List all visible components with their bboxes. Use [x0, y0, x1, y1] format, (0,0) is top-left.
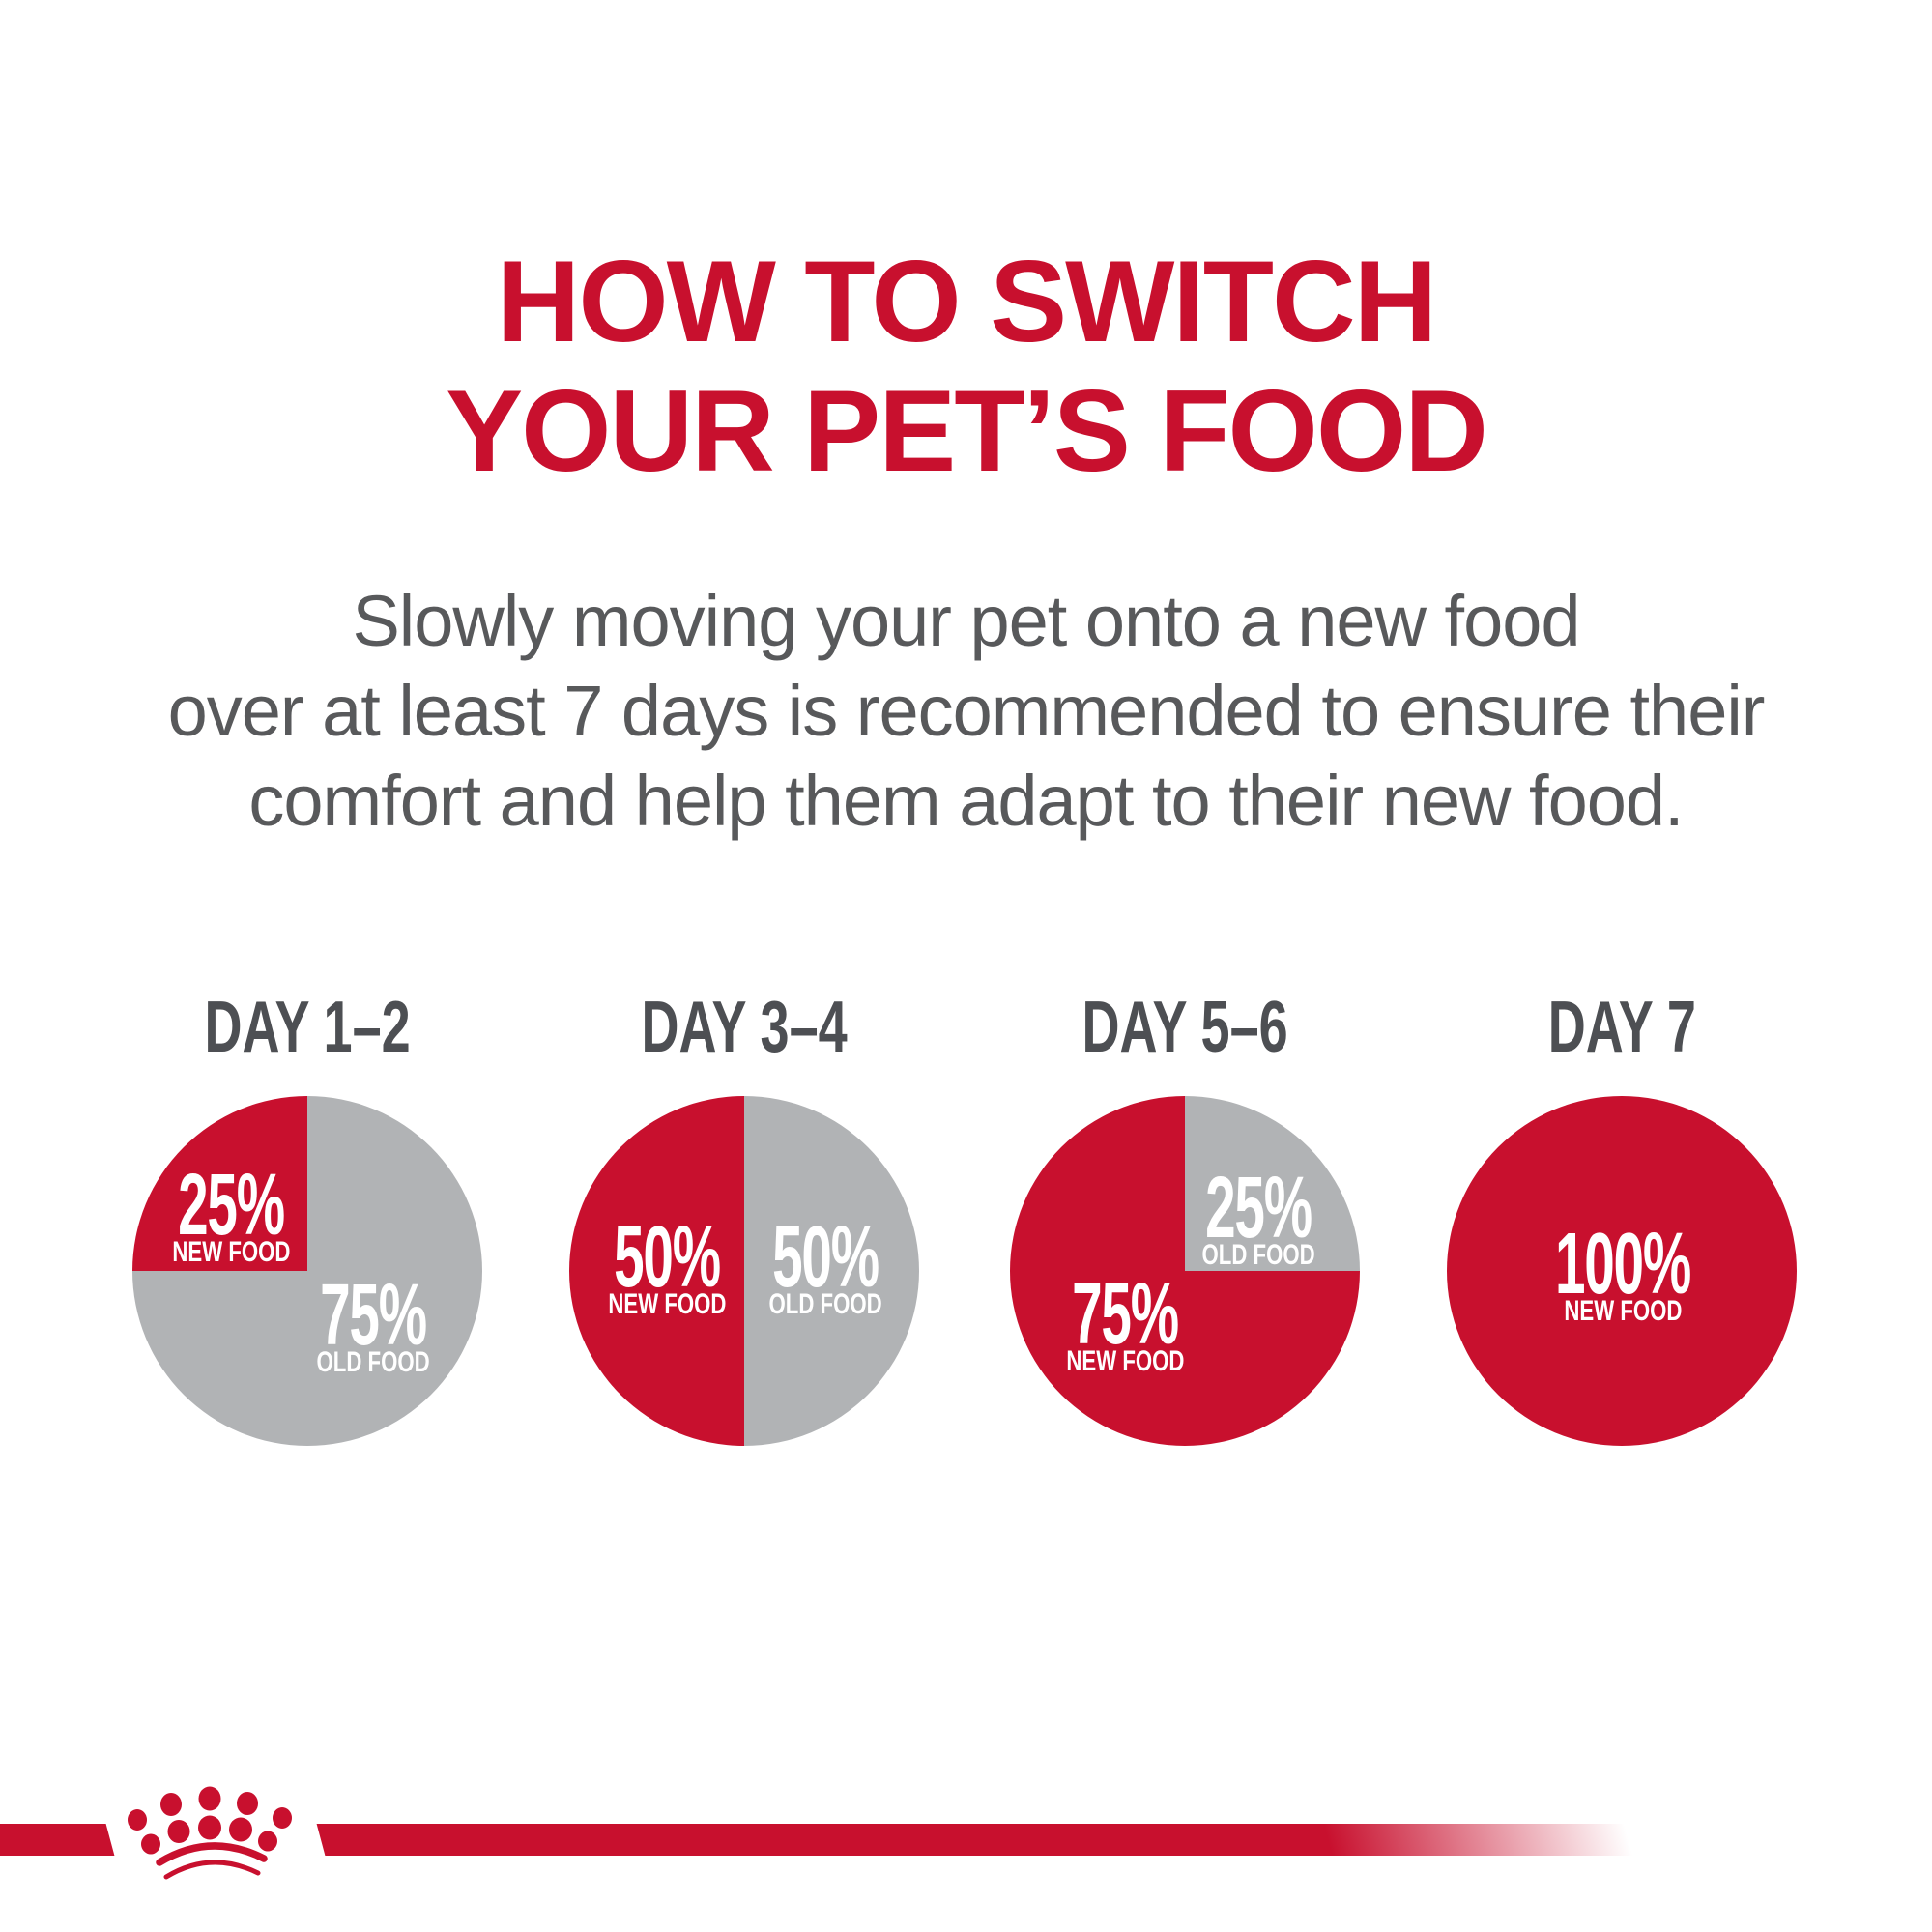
old-food-caption: OLD FOOD	[1201, 1239, 1315, 1271]
day-5-6-heading: DAY 5–6	[1081, 986, 1288, 1067]
pie-chart-day-5-6: 25% OLD FOOD 75% NEW FOOD	[1010, 1096, 1360, 1446]
new-food-caption: NEW FOOD	[1065, 1345, 1185, 1377]
pie-day-3-4-old-food-label: 50% OLD FOOD	[741, 1209, 909, 1320]
new-food-caption: NEW FOOD	[1563, 1295, 1683, 1327]
pie-day-3-4-new-food-label: 50% NEW FOOD	[583, 1209, 751, 1320]
page-subtitle-line2: over at least 7 days is recommended to e…	[167, 671, 1766, 751]
pie-chart-day-1-2: 25% NEW FOOD 75% OLD FOOD	[132, 1096, 482, 1446]
pie-day-1-2-new-food-label: 25% NEW FOOD	[147, 1157, 315, 1268]
pie-day-7-new-food-label: 100% NEW FOOD	[1515, 1216, 1730, 1327]
new-food-percentage: 75%	[1072, 1266, 1179, 1363]
page-title-line1: HOW TO SWITCH	[496, 237, 1438, 366]
new-food-caption: NEW FOOD	[607, 1288, 727, 1320]
old-food-percentage: 75%	[320, 1267, 427, 1364]
old-food-caption: OLD FOOD	[768, 1288, 882, 1320]
new-food-percentage: 100%	[1555, 1216, 1691, 1312]
pie-day-1-2-old-food-label: 75% OLD FOOD	[289, 1267, 457, 1378]
page-title: HOW TO SWITCH YOUR PET’S FOOD	[0, 237, 1932, 496]
pie-day-5-6-old-food-label: 25% OLD FOOD	[1174, 1160, 1342, 1271]
pie-day-5-6-new-food-label: 75% NEW FOOD	[1041, 1266, 1209, 1377]
page-subtitle: Slowly moving your pet onto a new food o…	[0, 576, 1932, 846]
day-3-4-heading: DAY 3–4	[641, 986, 848, 1067]
page-subtitle-line1: Slowly moving your pet onto a new food	[352, 581, 1580, 661]
pie-chart-day-3-4: 50% NEW FOOD 50% OLD FOOD	[569, 1096, 919, 1446]
footer-red-bar-right-gradient	[316, 1824, 1633, 1856]
day-7-heading: DAY 7	[1547, 986, 1696, 1067]
royal-canin-crown-paw-logo	[128, 1786, 292, 1880]
new-food-caption: NEW FOOD	[171, 1236, 291, 1268]
day-1-2-heading: DAY 1–2	[204, 986, 411, 1067]
page-title-line2: YOUR PET’S FOOD	[446, 366, 1488, 496]
new-food-percentage: 50%	[614, 1209, 721, 1306]
footer-red-bar-left	[0, 1824, 115, 1856]
old-food-percentage: 50%	[772, 1209, 879, 1306]
old-food-caption: OLD FOOD	[316, 1346, 430, 1378]
pie-chart-day-7: 100% NEW FOOD	[1447, 1096, 1797, 1446]
old-food-percentage: 25%	[1205, 1160, 1312, 1256]
new-food-percentage: 25%	[178, 1157, 285, 1254]
page-subtitle-line3: comfort and help them adapt to their new…	[248, 761, 1684, 841]
